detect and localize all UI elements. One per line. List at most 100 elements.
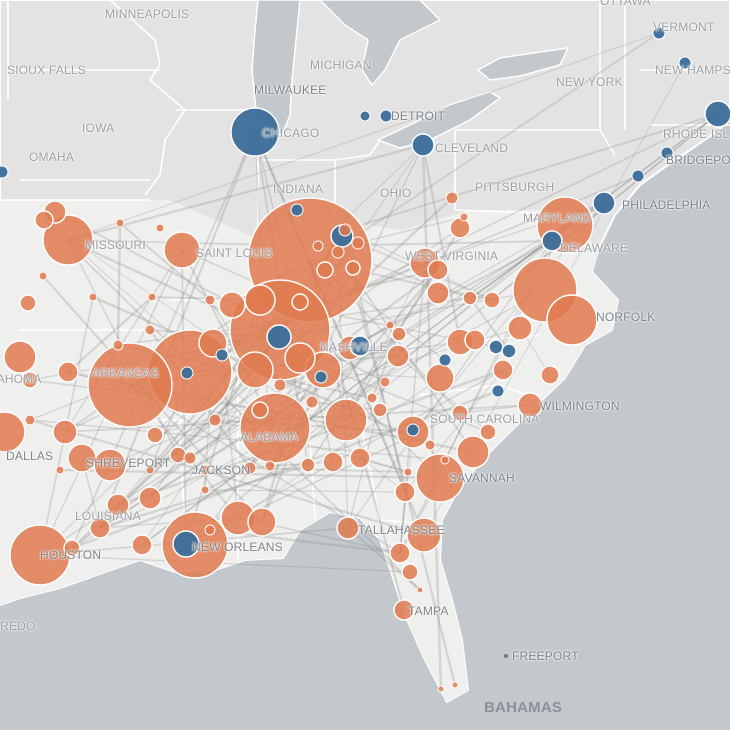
orange-location-marker[interactable]	[183, 451, 197, 465]
orange-location-marker[interactable]	[3, 340, 37, 374]
orange-location-marker[interactable]	[247, 507, 277, 537]
orange-location-marker[interactable]	[449, 217, 471, 239]
orange-location-marker[interactable]	[42, 214, 94, 266]
orange-location-marker[interactable]	[146, 426, 164, 444]
orange-location-marker[interactable]	[401, 563, 419, 581]
orange-location-marker[interactable]	[264, 460, 276, 472]
orange-location-marker[interactable]	[305, 395, 319, 409]
orange-location-marker[interactable]	[24, 414, 36, 426]
orange-location-marker[interactable]	[345, 260, 361, 276]
orange-location-marker[interactable]	[239, 392, 311, 464]
blue-location-marker[interactable]	[230, 107, 280, 157]
blue-location-marker[interactable]	[652, 26, 666, 40]
blue-location-marker[interactable]	[501, 343, 517, 359]
orange-location-marker[interactable]	[386, 344, 410, 368]
orange-location-marker[interactable]	[284, 342, 316, 374]
blue-location-marker[interactable]	[172, 530, 200, 558]
orange-location-marker[interactable]	[147, 292, 157, 302]
orange-location-marker[interactable]	[379, 376, 391, 388]
blue-location-marker[interactable]	[0, 165, 9, 179]
blue-location-marker[interactable]	[438, 353, 452, 367]
orange-location-marker[interactable]	[324, 398, 368, 442]
orange-location-marker[interactable]	[243, 461, 257, 475]
orange-location-marker[interactable]	[155, 223, 165, 233]
orange-location-marker[interactable]	[507, 315, 533, 341]
blue-location-marker[interactable]	[266, 324, 292, 350]
orange-location-marker[interactable]	[517, 392, 543, 418]
orange-location-marker[interactable]	[351, 236, 365, 250]
blue-location-marker[interactable]	[290, 203, 304, 217]
orange-location-marker[interactable]	[312, 240, 324, 252]
orange-location-marker[interactable]	[546, 294, 598, 346]
blue-location-marker[interactable]	[704, 100, 730, 128]
blue-location-marker[interactable]	[411, 133, 435, 157]
orange-location-marker[interactable]	[451, 404, 469, 422]
orange-location-marker[interactable]	[273, 378, 287, 392]
orange-location-marker[interactable]	[169, 446, 187, 464]
orange-location-marker[interactable]	[34, 210, 54, 230]
blue-location-marker[interactable]	[491, 384, 505, 398]
orange-location-marker[interactable]	[406, 517, 442, 553]
orange-location-marker[interactable]	[385, 320, 395, 330]
orange-location-marker[interactable]	[403, 467, 413, 477]
orange-location-marker[interactable]	[67, 443, 97, 473]
blue-location-marker[interactable]	[180, 366, 194, 380]
orange-location-marker[interactable]	[251, 401, 269, 419]
orange-location-marker[interactable]	[291, 293, 309, 311]
blue-location-marker[interactable]	[359, 110, 371, 122]
orange-location-marker[interactable]	[87, 342, 173, 428]
orange-location-marker[interactable]	[445, 191, 459, 205]
orange-location-marker[interactable]	[63, 539, 81, 557]
blue-location-marker[interactable]	[631, 169, 645, 183]
blue-location-marker[interactable]	[660, 146, 674, 160]
orange-location-marker[interactable]	[391, 326, 407, 342]
orange-location-marker[interactable]	[204, 294, 216, 306]
orange-location-marker[interactable]	[372, 402, 388, 418]
orange-location-marker[interactable]	[366, 392, 378, 404]
blue-location-marker[interactable]	[541, 230, 563, 252]
orange-location-marker[interactable]	[425, 363, 455, 393]
orange-location-marker[interactable]	[89, 517, 111, 539]
orange-location-marker[interactable]	[451, 681, 459, 689]
orange-location-marker[interactable]	[19, 294, 37, 312]
orange-location-marker[interactable]	[131, 534, 153, 556]
orange-location-marker[interactable]	[300, 457, 316, 473]
orange-location-marker[interactable]	[55, 465, 65, 475]
orange-location-marker[interactable]	[145, 465, 155, 475]
blue-location-marker[interactable]	[379, 109, 393, 123]
orange-location-marker[interactable]	[464, 329, 486, 351]
blue-location-marker[interactable]	[406, 423, 420, 437]
orange-location-marker[interactable]	[415, 453, 465, 503]
orange-location-marker[interactable]	[393, 599, 415, 621]
orange-location-marker[interactable]	[106, 493, 130, 517]
orange-location-marker[interactable]	[338, 223, 352, 237]
orange-location-marker[interactable]	[424, 439, 436, 451]
orange-location-marker[interactable]	[349, 447, 371, 469]
orange-location-marker[interactable]	[426, 281, 450, 305]
orange-location-marker[interactable]	[440, 455, 450, 465]
orange-location-marker[interactable]	[208, 413, 222, 427]
orange-location-marker[interactable]	[112, 339, 124, 351]
orange-location-marker[interactable]	[244, 284, 276, 316]
orange-location-marker[interactable]	[138, 486, 162, 510]
blue-location-marker[interactable]	[678, 56, 692, 70]
blue-location-marker[interactable]	[488, 339, 504, 355]
orange-location-marker[interactable]	[456, 435, 490, 469]
orange-location-marker[interactable]	[144, 324, 156, 336]
orange-location-marker[interactable]	[200, 485, 210, 495]
orange-location-marker[interactable]	[540, 365, 560, 385]
orange-location-marker[interactable]	[389, 542, 411, 564]
orange-location-marker[interactable]	[38, 271, 48, 281]
orange-location-marker[interactable]	[331, 245, 345, 259]
orange-location-marker[interactable]	[437, 685, 445, 693]
orange-location-marker[interactable]	[204, 524, 216, 536]
orange-location-marker[interactable]	[462, 290, 478, 306]
orange-location-marker[interactable]	[236, 351, 274, 389]
blue-location-marker[interactable]	[592, 191, 616, 215]
blue-location-marker[interactable]	[215, 348, 229, 362]
orange-location-marker[interactable]	[492, 359, 514, 381]
blue-location-marker[interactable]	[349, 335, 371, 357]
orange-location-marker[interactable]	[57, 361, 79, 383]
orange-location-marker[interactable]	[316, 261, 334, 279]
